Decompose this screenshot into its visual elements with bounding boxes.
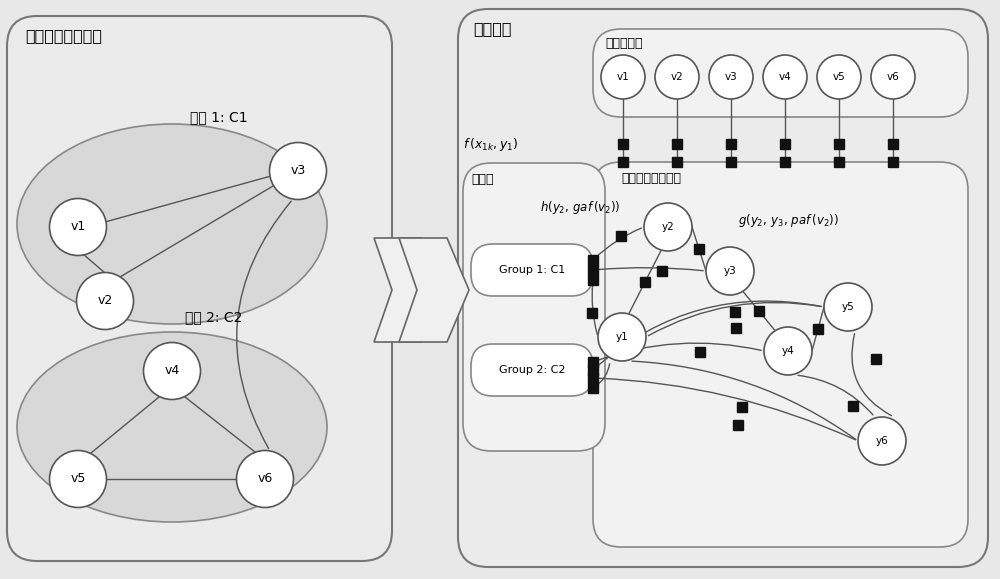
- Circle shape: [655, 55, 699, 99]
- Circle shape: [858, 417, 906, 465]
- Bar: [588, 365, 598, 375]
- Bar: [737, 402, 747, 412]
- Bar: [618, 157, 628, 167]
- Text: v4: v4: [779, 72, 791, 82]
- Bar: [588, 357, 598, 367]
- Text: v5: v5: [833, 72, 845, 82]
- Circle shape: [76, 273, 134, 329]
- Text: 备选用户集: 备选用户集: [605, 37, 642, 50]
- Bar: [588, 255, 598, 265]
- Bar: [726, 157, 736, 167]
- Ellipse shape: [17, 124, 327, 324]
- Text: 备选用户集结果集: 备选用户集结果集: [621, 172, 681, 185]
- Bar: [732, 420, 742, 430]
- Text: y5: y5: [842, 302, 854, 312]
- Text: v6: v6: [257, 472, 273, 486]
- Bar: [640, 277, 650, 287]
- Circle shape: [871, 55, 915, 99]
- Bar: [888, 139, 898, 149]
- Text: v6: v6: [887, 72, 899, 82]
- FancyBboxPatch shape: [471, 244, 593, 296]
- Bar: [618, 139, 628, 149]
- Text: v2: v2: [97, 295, 113, 307]
- Text: v1: v1: [617, 72, 629, 82]
- Bar: [834, 157, 844, 167]
- Bar: [813, 324, 823, 334]
- FancyBboxPatch shape: [593, 162, 968, 547]
- FancyBboxPatch shape: [471, 344, 593, 396]
- Circle shape: [270, 142, 326, 200]
- Circle shape: [50, 199, 106, 255]
- Text: $g(y_2,\,y_3,\,paf\,(v_2))$: $g(y_2,\,y_3,\,paf\,(v_2))$: [738, 212, 839, 229]
- Circle shape: [598, 313, 646, 361]
- Text: y3: y3: [724, 266, 736, 276]
- Text: $f\,(x_{1k},y_1)$: $f\,(x_{1k},y_1)$: [463, 135, 518, 152]
- FancyBboxPatch shape: [463, 163, 605, 451]
- Circle shape: [824, 283, 872, 331]
- Circle shape: [237, 450, 294, 508]
- Text: v5: v5: [70, 472, 86, 486]
- Bar: [780, 139, 790, 149]
- Bar: [672, 139, 682, 149]
- Text: v1: v1: [70, 221, 86, 233]
- Text: y6: y6: [876, 436, 888, 446]
- Polygon shape: [374, 238, 444, 342]
- Bar: [888, 157, 898, 167]
- Circle shape: [764, 327, 812, 375]
- Bar: [848, 401, 858, 411]
- FancyBboxPatch shape: [593, 29, 968, 117]
- Bar: [754, 306, 764, 316]
- Bar: [616, 230, 626, 240]
- Text: y4: y4: [782, 346, 794, 356]
- Bar: [588, 275, 598, 285]
- Bar: [588, 383, 598, 393]
- Polygon shape: [399, 238, 469, 342]
- Bar: [726, 139, 736, 149]
- Circle shape: [706, 247, 754, 295]
- Circle shape: [817, 55, 861, 99]
- Text: Group 1: C1: Group 1: C1: [499, 265, 565, 275]
- Circle shape: [763, 55, 807, 99]
- Circle shape: [50, 450, 106, 508]
- Text: 备选用户网络结构: 备选用户网络结构: [25, 28, 102, 43]
- Circle shape: [601, 55, 645, 99]
- Text: y2: y2: [662, 222, 674, 232]
- Circle shape: [644, 203, 692, 251]
- Text: v3: v3: [290, 164, 306, 178]
- Bar: [871, 354, 881, 364]
- Bar: [834, 139, 844, 149]
- Bar: [587, 309, 597, 318]
- Bar: [588, 265, 598, 275]
- Bar: [672, 157, 682, 167]
- Bar: [694, 244, 704, 254]
- FancyBboxPatch shape: [7, 16, 392, 561]
- Bar: [780, 157, 790, 167]
- Text: y1: y1: [616, 332, 628, 342]
- Text: $h(y_2,\,gaf\,(v_2))$: $h(y_2,\,gaf\,(v_2))$: [540, 199, 621, 216]
- Text: v4: v4: [164, 365, 180, 378]
- Ellipse shape: [17, 332, 327, 522]
- Text: v3: v3: [725, 72, 737, 82]
- Bar: [731, 324, 741, 334]
- Text: 社团 2: C2: 社团 2: C2: [185, 310, 242, 324]
- Circle shape: [709, 55, 753, 99]
- Text: v2: v2: [671, 72, 683, 82]
- Circle shape: [144, 343, 200, 400]
- Bar: [656, 266, 666, 276]
- Bar: [695, 346, 705, 357]
- Bar: [730, 307, 740, 317]
- Text: Group 2: C2: Group 2: C2: [499, 365, 565, 375]
- FancyBboxPatch shape: [458, 9, 988, 567]
- Text: 预测模型: 预测模型: [473, 21, 512, 36]
- Bar: [588, 373, 598, 383]
- Text: 社团集: 社团集: [471, 173, 494, 186]
- Text: 社团 1: C1: 社团 1: C1: [190, 110, 248, 124]
